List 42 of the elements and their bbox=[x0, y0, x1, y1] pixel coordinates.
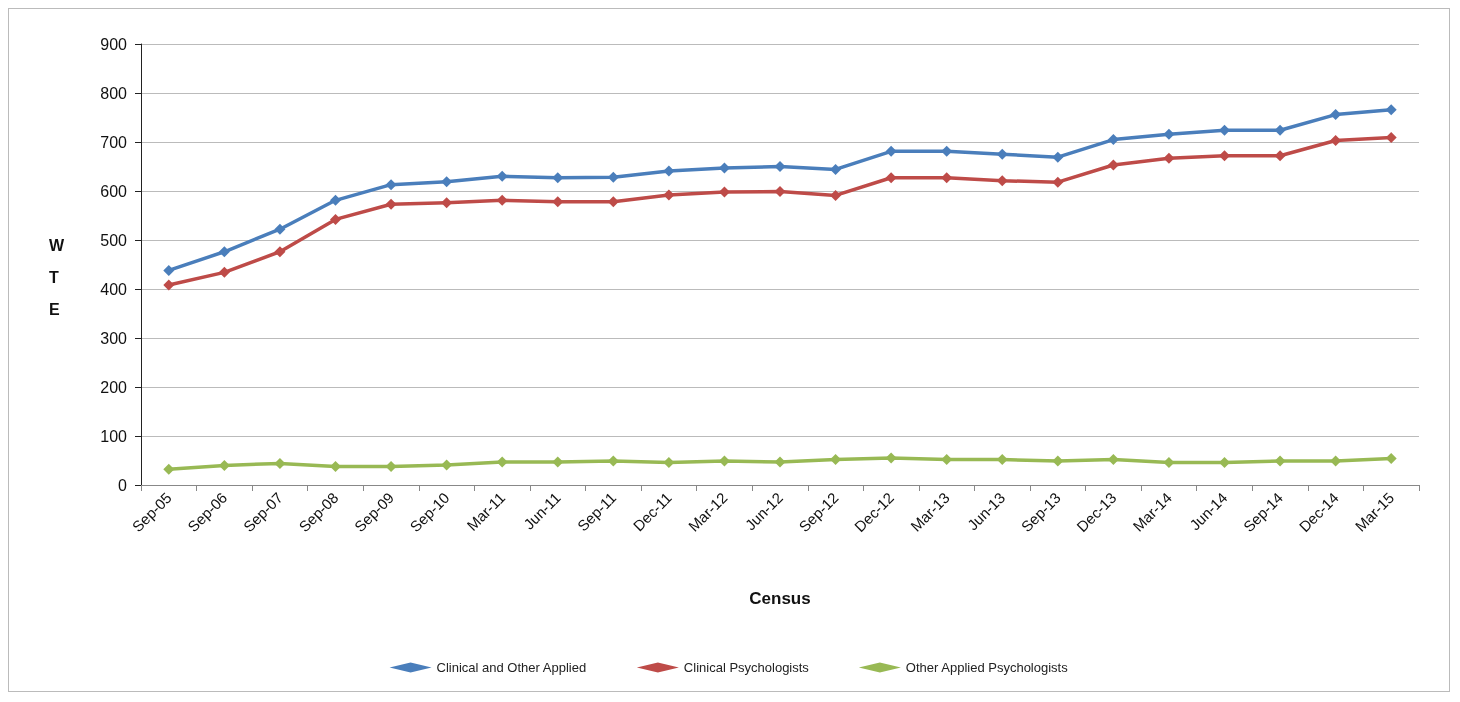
legend-label: Clinical and Other Applied bbox=[436, 660, 587, 675]
y-tick-label: 0 bbox=[118, 476, 128, 494]
y-tick-label: 400 bbox=[100, 280, 128, 298]
point bbox=[329, 194, 341, 206]
y-axis-title: W T E bbox=[49, 236, 65, 318]
point bbox=[385, 198, 397, 210]
point bbox=[163, 463, 175, 475]
point bbox=[996, 148, 1008, 160]
point bbox=[885, 145, 897, 157]
point bbox=[1163, 152, 1175, 164]
point bbox=[1274, 455, 1286, 467]
point bbox=[1052, 176, 1064, 188]
point bbox=[1107, 159, 1119, 171]
legend-label: Clinical Psychologists bbox=[683, 660, 810, 675]
point bbox=[274, 223, 286, 235]
point bbox=[329, 213, 341, 225]
point bbox=[830, 189, 842, 201]
x-axis-title: Census bbox=[749, 589, 811, 608]
legend-label: Other Applied Psychologists bbox=[905, 660, 1069, 675]
point bbox=[774, 456, 786, 468]
point bbox=[663, 165, 675, 177]
point bbox=[218, 266, 230, 278]
point bbox=[663, 189, 675, 201]
y-tick-label: 500 bbox=[100, 231, 128, 249]
y-tick-label: 600 bbox=[100, 182, 128, 200]
point bbox=[1385, 104, 1397, 116]
point bbox=[830, 163, 842, 175]
y-tick-label: 100 bbox=[100, 427, 128, 445]
y-tick-label: 700 bbox=[100, 133, 128, 151]
y-tick-label: 800 bbox=[100, 84, 128, 102]
point bbox=[885, 172, 897, 184]
y-tick-label: 200 bbox=[100, 378, 128, 396]
y-tick-label: 900 bbox=[100, 35, 128, 53]
point bbox=[218, 246, 230, 258]
point bbox=[1107, 134, 1119, 146]
point bbox=[1052, 151, 1064, 163]
point bbox=[163, 264, 175, 276]
y-tick-label: 300 bbox=[100, 329, 128, 347]
point bbox=[163, 279, 175, 291]
point bbox=[274, 246, 286, 258]
point bbox=[385, 179, 397, 191]
point bbox=[1163, 128, 1175, 140]
